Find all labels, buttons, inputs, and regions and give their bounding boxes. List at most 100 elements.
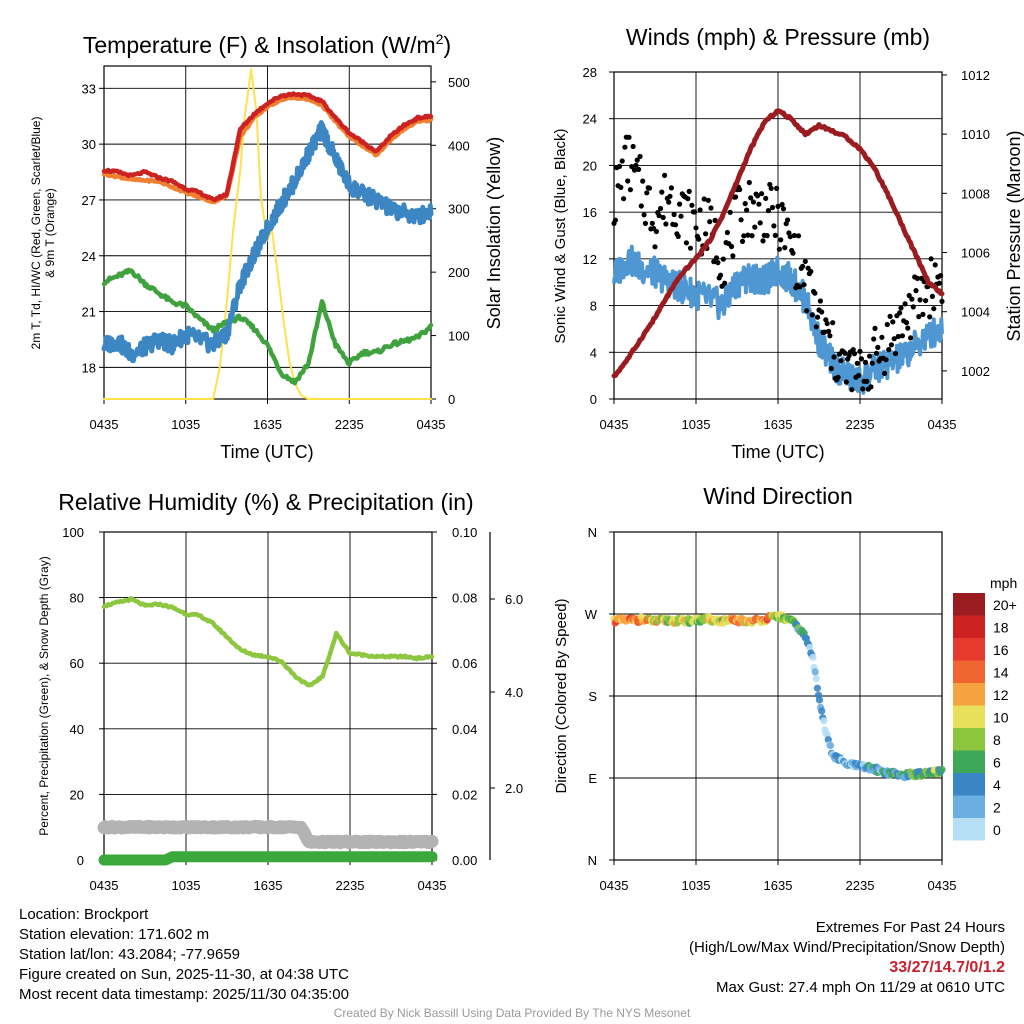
winds-y2tick-label-4: 1010 [961, 127, 990, 142]
gust-point [801, 282, 807, 288]
direction-point [811, 668, 819, 676]
rh-xtick-label-1: 1035 [172, 878, 201, 893]
rh-y2tick-label-1: 0.02 [452, 787, 477, 802]
gust-point [672, 222, 679, 228]
extremes-subtitle: (High/Low/Max Wind/Precipitation/Snow De… [689, 939, 1005, 956]
gust-point [730, 253, 736, 259]
gust-point [916, 314, 922, 320]
legend-swatch-4 [953, 683, 985, 706]
gust-point [804, 308, 810, 314]
gust-point [920, 311, 926, 317]
temperature-panel: Temperature (F) & Insolation (W/m2) 18 21… [29, 31, 504, 462]
credit-line: Created By Nick Bassill Using Data Provi… [333, 1006, 691, 1020]
gust-point [633, 162, 639, 168]
gust-point [675, 233, 681, 239]
direction-point [806, 643, 814, 652]
gust-point [929, 293, 936, 299]
gust-point [763, 195, 769, 201]
gust-point [897, 310, 903, 316]
gust-point [652, 244, 658, 250]
dir-ylabel: Direction (Colored By Speed) [553, 598, 570, 793]
dir-ytick-label-0: N [588, 853, 597, 868]
rh-y2tick-label-2: 0.04 [452, 722, 477, 737]
rh-y2tick-label-3: 0.06 [452, 656, 477, 671]
winds-ytick-label-3: 12 [583, 252, 597, 267]
temp-ylabel-line2: & 9m T (Orange) [43, 188, 57, 278]
temp-ytick-label-3: 27 [82, 193, 96, 208]
temp-y2tick-label-4: 400 [448, 138, 470, 153]
gust-point [869, 360, 875, 366]
rh-ytick-label-3: 60 [70, 656, 84, 671]
rh-y2tick-label-4: 0.08 [452, 591, 477, 606]
rh-xtick-label-3: 2235 [336, 878, 365, 893]
legend-label-4: 12 [993, 687, 1009, 703]
gust-point [696, 236, 702, 242]
legend-label-3: 14 [993, 665, 1009, 681]
temp-ytick-label-1: 21 [82, 305, 96, 320]
gust-point [715, 260, 721, 266]
winds-y-ticks: 0 4 8 12 16 20 24 28 [583, 65, 614, 407]
legend-label-2: 16 [993, 642, 1009, 658]
gust-point [742, 201, 748, 207]
gust-point [790, 250, 796, 256]
gust-point [713, 255, 720, 261]
gust-point [813, 324, 819, 330]
legend-label-7: 6 [993, 755, 1001, 771]
temp-ytick-label-2: 24 [82, 249, 96, 264]
gust-point [637, 153, 643, 160]
gust-point [666, 199, 672, 205]
gust-point [914, 275, 921, 281]
gust-point [636, 166, 642, 172]
gust-point [754, 193, 761, 199]
gust-point [671, 211, 677, 218]
gust-point [769, 204, 776, 211]
gust-point [891, 336, 897, 342]
gust-point [821, 329, 828, 335]
rh-y2-ticks: 0.00 0.02 0.04 0.06 0.08 0.10 [432, 525, 477, 868]
gust-point [683, 240, 690, 246]
legend-swatch-3 [953, 660, 985, 683]
temp-series-group [101, 68, 434, 400]
gust-point [890, 319, 896, 325]
gust-point [808, 268, 814, 275]
gust-point [936, 280, 942, 286]
extremes-values: 33/27/14.7/0/1.2 [889, 959, 1005, 976]
direction-point [938, 766, 946, 774]
gust-point [686, 188, 692, 194]
gust-point [712, 217, 718, 223]
winds-ytick-label-1: 4 [590, 345, 597, 360]
winds-ytick-label-0: 0 [590, 392, 597, 407]
gust-point [776, 246, 783, 252]
gust-point [913, 288, 919, 294]
dir-xtick-label-4: 0435 [928, 878, 957, 893]
gust-point [867, 353, 873, 359]
winds-x-ticks: 0435 1035 1635 2235 0435 [600, 399, 956, 432]
gust-point [644, 190, 650, 196]
rh-x-ticks: 0435 1035 1635 2235 0435 [90, 860, 446, 893]
info-created: Figure created on Sun, 2025-11-30, at 04… [19, 966, 349, 983]
gust-point [752, 224, 758, 230]
info-latlon: Station lat/lon: 43.2084; -77.9659 [19, 946, 241, 963]
gust-point [631, 167, 638, 173]
gust-point [917, 297, 923, 303]
gust-point [817, 298, 824, 304]
dir-y-ticks: N E S W N [585, 525, 614, 868]
gust-point [703, 231, 709, 237]
temp-ytick-label-0: 18 [82, 360, 96, 375]
winds-y2-ticks: 1002 1004 1006 1008 1010 1012 [942, 68, 990, 379]
gust-point [775, 203, 781, 209]
gust-point [884, 321, 890, 328]
winds-y2tick-label-5: 1012 [961, 68, 990, 83]
gust-point [646, 185, 653, 191]
legend-swatch-6 [953, 728, 985, 751]
legend-swatch-5 [953, 705, 985, 728]
gust-point [692, 209, 698, 215]
temp-x-ticks: 0435 1035 1635 2235 0435 [90, 399, 445, 432]
gust-point [659, 189, 665, 195]
gust-point [782, 245, 788, 251]
gust-point [701, 196, 707, 202]
gust-point [827, 333, 833, 339]
gust-point [697, 207, 703, 213]
